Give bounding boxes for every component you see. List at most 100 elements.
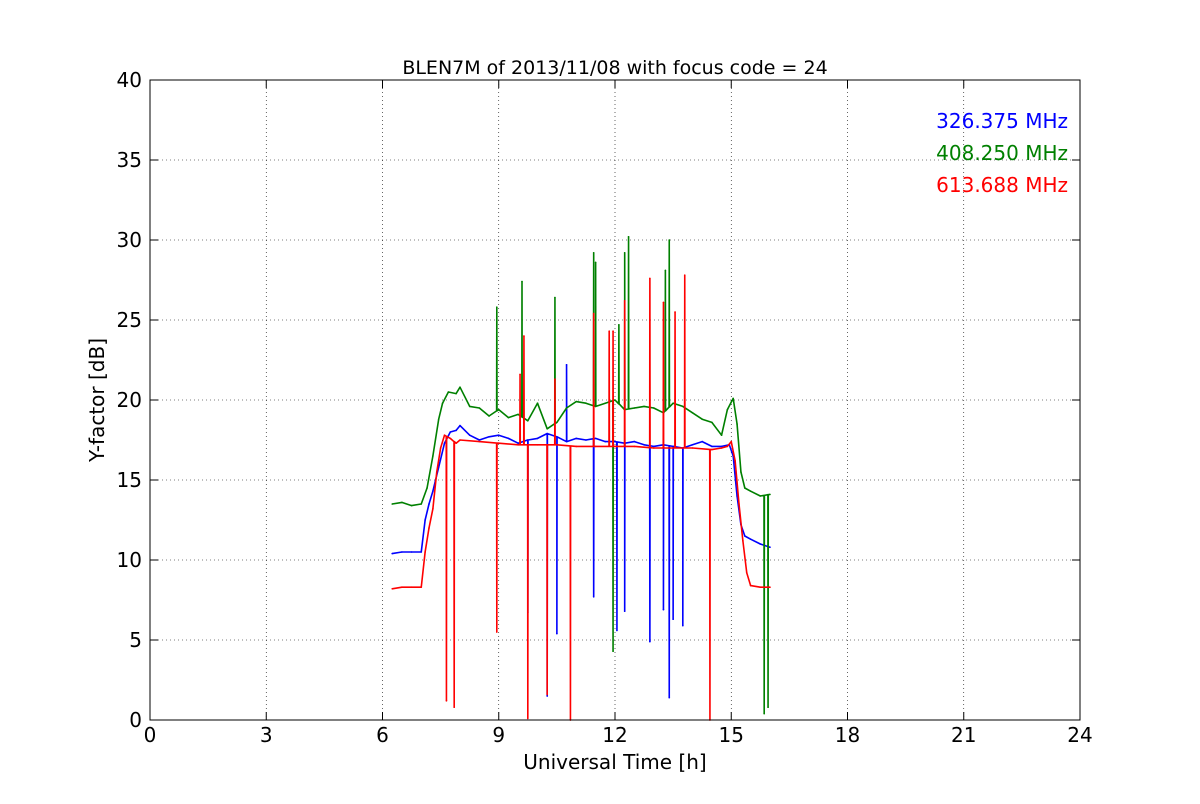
spike-point [618,324,620,326]
spike-point [592,252,595,254]
data-point [585,402,587,405]
data-point [497,442,500,445]
data-point [701,440,703,443]
spike-point [496,306,498,309]
data-point [585,439,587,441]
data-point [459,439,461,441]
spike-point [445,700,448,702]
data-point [435,471,438,473]
data-point [410,504,413,507]
legend: 326.375 MHz 408.250 MHz 613.688 MHz [936,109,1068,197]
data-point [594,437,597,440]
data-point [441,402,444,405]
spike-point [668,696,671,699]
data-point [536,444,539,446]
spike-point [623,300,626,302]
data-point [604,402,607,405]
data-point [401,586,403,588]
y-axis-label: Y-factor [dB] [85,338,109,463]
x-tick-label: 6 [376,723,389,747]
data-point [426,487,428,489]
data-point [428,527,430,529]
data-point [759,495,762,497]
data-point [410,551,413,553]
data-point [730,440,733,443]
data-point [652,447,655,449]
data-point [614,445,616,448]
data-point [478,407,481,409]
data-point [527,439,529,441]
data-point [536,437,539,440]
data-point [424,551,426,553]
data-point [401,551,403,553]
data-point [726,408,729,411]
x-tick-label: 3 [260,723,273,747]
data-point [575,445,578,448]
data-point [594,445,597,448]
data-point [420,551,423,553]
data-point [633,445,636,448]
series-408-250-mhz [391,236,771,715]
data-point [546,432,548,435]
data-point [410,586,413,588]
data-point [507,437,510,440]
data-point [401,501,403,504]
spike-point [763,712,765,715]
data-point [759,543,762,545]
data-point [691,412,694,414]
data-point [633,407,636,409]
data-point [672,402,674,405]
x-axis-label: Universal Time [h] [523,750,706,774]
data-point [517,442,519,445]
data-point [614,399,616,401]
spike-point [623,252,626,254]
spike-point [519,373,521,376]
spike-point [453,706,455,708]
y-tick-label: 30 [117,228,142,252]
axis-ticks: 0 3 6 9 12 15 18 21 24 0 5 10 15 20 25 30 35 40 [117,68,1093,747]
data-point [449,431,452,433]
data-point [488,415,490,417]
spike-point [672,618,674,620]
x-tick-label: 15 [719,723,744,747]
spike-point [683,274,686,277]
data-point [432,490,434,493]
data-point [432,455,434,457]
data-point [428,503,430,505]
spike-point [554,378,556,381]
data-point [536,402,539,405]
y-tick-label: 25 [117,308,142,332]
data-point [507,416,510,419]
data-point [391,552,393,555]
spike-point [592,596,595,598]
x-tick-label: 21 [951,723,976,747]
spike-point [767,706,769,708]
data-point [468,434,471,437]
data-point [443,434,446,437]
data-point [455,392,457,395]
data-point [769,546,771,548]
spike-point [668,239,671,241]
data-point [691,444,694,446]
legend-entry: 613.688 MHz [936,173,1068,197]
x-tick-label: 18 [835,723,860,747]
x-tick-label: 24 [1067,723,1092,747]
data-point [575,437,578,440]
data-point [652,407,655,409]
data-point [736,423,738,425]
spike-point [662,608,665,611]
data-point [749,584,752,587]
y-tick-label: 0 [129,708,142,732]
data-point [391,503,393,505]
data-point [478,440,481,443]
data-point [769,586,771,588]
data-point [749,490,752,493]
spike-point [594,261,597,264]
data-point [744,487,746,489]
data-point [769,493,771,496]
data-point [682,405,684,408]
data-point [726,445,729,448]
spike-point [556,632,558,635]
